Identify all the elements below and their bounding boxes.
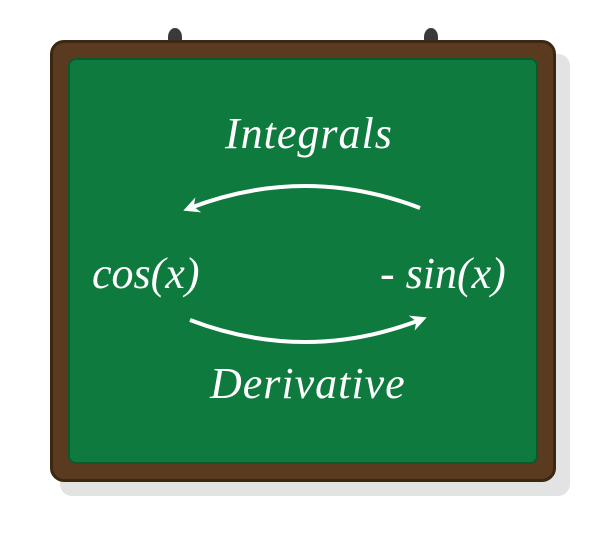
label-cos: cos(x) xyxy=(92,248,200,299)
label-derivative: Derivative xyxy=(210,358,406,409)
label-integrals: Integrals xyxy=(225,108,393,159)
label-minus-sin: - sin(x) xyxy=(380,248,506,299)
